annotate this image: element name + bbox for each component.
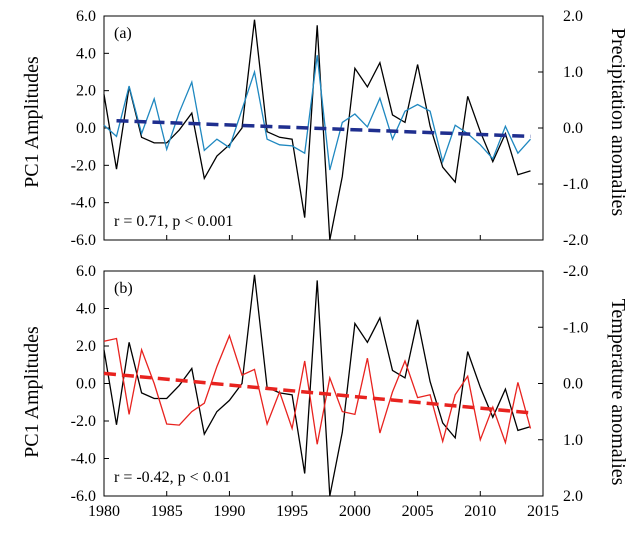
panel-b-x-tick-label: 1995 (276, 503, 308, 520)
panel-b-left-tick-label: -6.0 (71, 488, 96, 505)
panel-a-series-line-0 (103, 19, 531, 241)
panel-b-right-tick-label: 1.0 (563, 432, 583, 449)
panel-a-series-line-1 (103, 55, 531, 171)
panel-a: PC1 Amplitudes Precipitation anomalies 6… (21, 8, 629, 249)
panel-b-right-tick-label: -1.0 (563, 319, 588, 336)
panel-a-right-tick-label: 0.0 (563, 120, 583, 137)
panel-a-right-tick-label: -1.0 (563, 176, 588, 193)
panel-b-left-tick-label: -2.0 (71, 413, 96, 430)
panel-a-left-tick-label: 0.0 (76, 120, 96, 137)
panel-b-x-tick-label: 1990 (213, 503, 245, 520)
panel-b-left-tick-label: 0.0 (76, 376, 96, 393)
panel-a-left-tick-label: -4.0 (71, 195, 96, 212)
panel-a-label: (a) (114, 25, 132, 42)
panel-b-right-axis-title: Temperature anomalies (607, 299, 629, 486)
panel-a-right-tick-label: 2.0 (563, 8, 583, 25)
panel-a-left-tick-label: 4.0 (76, 45, 96, 62)
panel-b-x-tick-label: 2010 (464, 503, 496, 520)
panel-b-series-line-0 (103, 274, 531, 497)
panel-a-left-tick-label: 6.0 (76, 8, 96, 25)
panel-b-x-tick-label: 1985 (151, 503, 183, 520)
panel-b: PC1 Amplitudes Temperature anomalies 6.0… (21, 263, 629, 520)
panel-b-left-tick-label: 2.0 (76, 338, 96, 355)
panel-b-x-tick-label: 2005 (402, 503, 434, 520)
panel-b-left-tick-label: 6.0 (76, 263, 96, 280)
panel-b-right-tick-label: 0.0 (563, 376, 583, 393)
panel-b-trend-line (103, 371, 531, 415)
panel-b-label: (b) (114, 280, 133, 297)
panel-a-left-tick-label: -2.0 (71, 157, 96, 174)
panel-a-trend-line (116, 118, 531, 139)
panel-a-right-tick-label: 1.0 (563, 64, 583, 81)
panel-b-annotation: r = -0.42, p < 0.01 (114, 469, 231, 486)
panel-b-right-tick-label: -2.0 (563, 263, 588, 280)
panel-b-left-tick-label: -4.0 (71, 451, 96, 468)
panel-b-left-axis-title: PC1 Amplitudes (21, 326, 43, 458)
panel-b-left-tick-label: 4.0 (76, 301, 96, 318)
panel-b-right-tick-label: 2.0 (563, 488, 583, 505)
panel-a-left-tick-label: -6.0 (71, 232, 96, 249)
panel-b-x-tick-label: 1980 (88, 503, 120, 520)
panel-b-series-line-1 (103, 333, 532, 446)
panel-a-right-axis-title: Precipitation anomalies (607, 28, 629, 216)
panel-a-left-tick-label: 2.0 (76, 83, 96, 100)
panel-a-left-axis-title: PC1 Amplitudes (21, 56, 43, 188)
panel-a-right-tick-label: -2.0 (563, 232, 588, 249)
panel-b-x-tick-label: 2015 (527, 503, 559, 520)
panel-a-annotation: r = 0.71, p < 0.001 (114, 213, 233, 230)
panel-b-x-tick-label: 2000 (339, 503, 371, 520)
